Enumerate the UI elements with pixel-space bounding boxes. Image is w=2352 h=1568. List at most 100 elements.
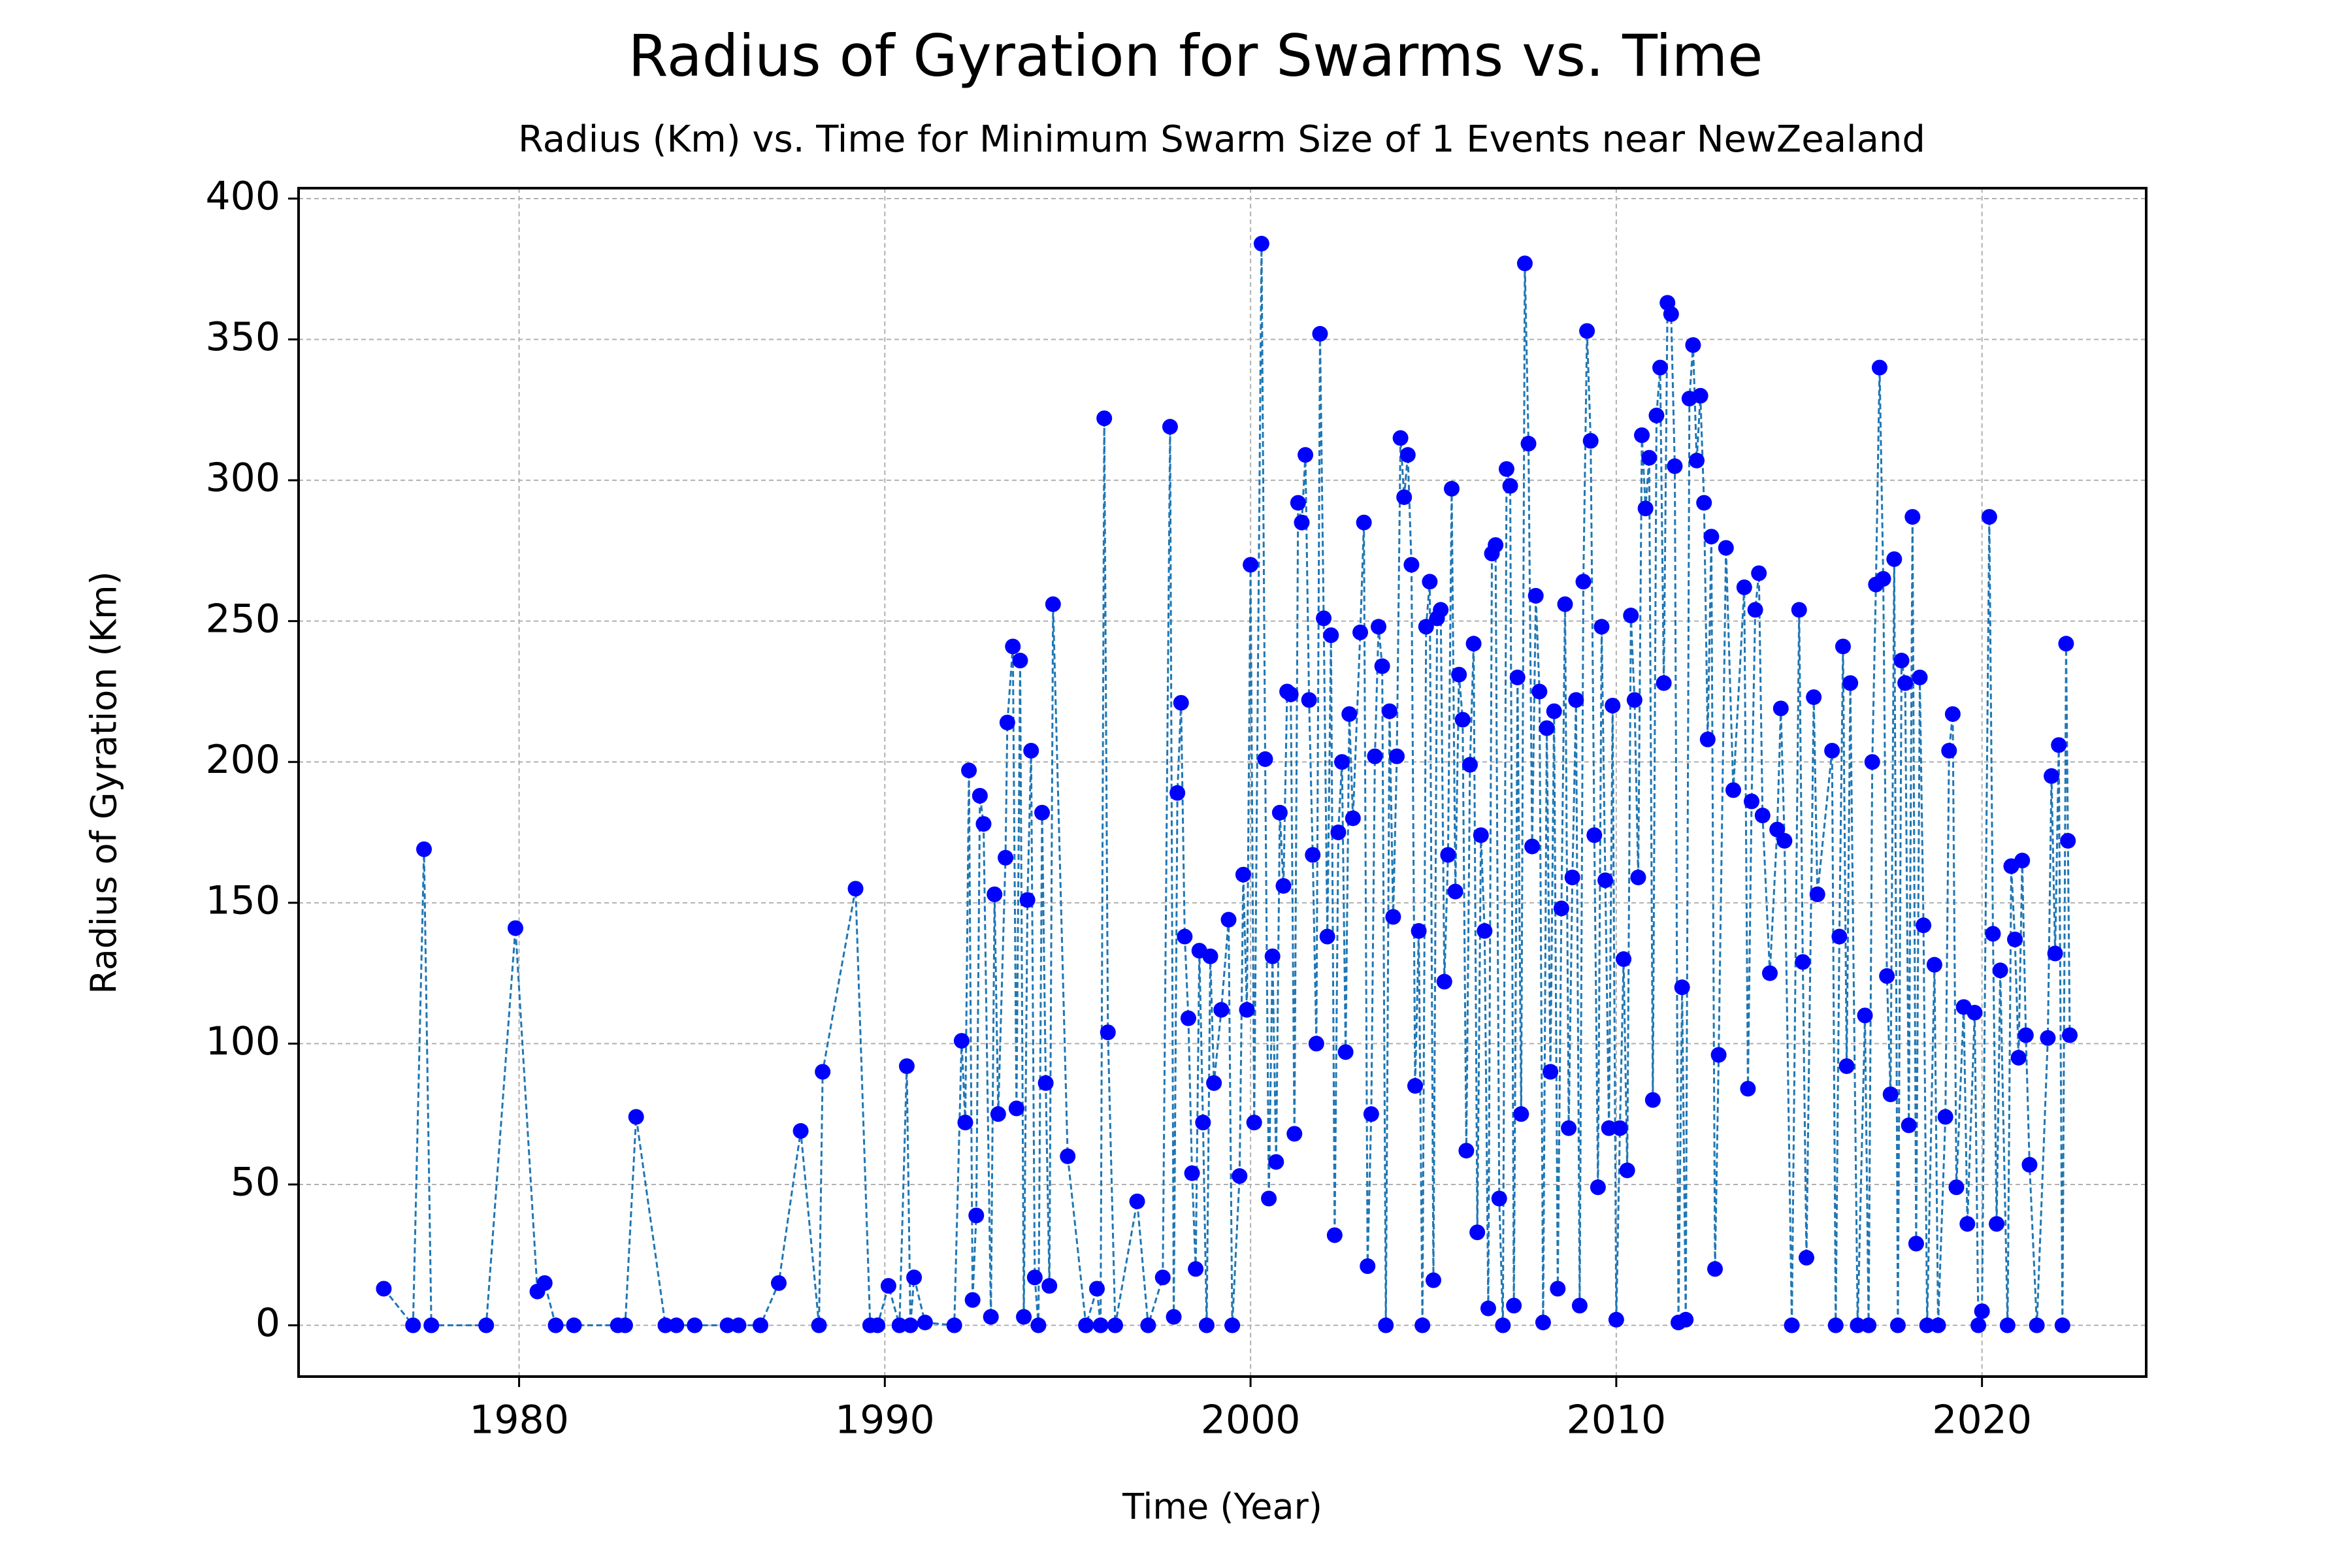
data-point (1806, 689, 1822, 706)
data-point (1502, 478, 1518, 494)
data-point (1316, 610, 1332, 627)
data-point (423, 1317, 440, 1333)
data-point (1392, 430, 1409, 446)
data-point (1699, 731, 1716, 747)
data-point (1674, 979, 1690, 996)
data-point (1177, 928, 1193, 945)
data-point (1546, 703, 1562, 719)
data-point (1582, 433, 1599, 449)
data-point (1381, 703, 1397, 719)
data-point (1363, 1106, 1379, 1122)
data-point (1235, 866, 1251, 883)
data-point (1824, 742, 1840, 759)
data-point (1246, 1115, 1262, 1131)
data-point (1264, 948, 1281, 964)
data-point (405, 1317, 421, 1333)
data-point (1345, 810, 1361, 826)
data-point (687, 1317, 703, 1333)
data-point (1319, 928, 1335, 945)
data-point (1469, 1224, 1486, 1241)
data-point (1586, 827, 1603, 843)
data-point (1166, 1309, 1182, 1325)
data-point (1999, 1317, 2016, 1333)
data-point (1901, 1117, 1917, 1134)
data-point (1944, 706, 1961, 722)
data-point (1491, 1190, 1507, 1207)
data-point (1985, 926, 2001, 942)
data-point (1012, 653, 1028, 669)
data-point (536, 1275, 553, 1291)
data-point (1527, 587, 1544, 604)
data-point (1974, 1303, 1990, 1319)
x-tick-label: 2020 (1932, 1397, 2032, 1443)
data-point (1784, 1317, 1800, 1333)
data-point (1908, 1235, 1924, 1252)
data-point (1850, 1317, 1866, 1333)
data-point (1970, 1317, 1987, 1333)
data-point (1605, 698, 1621, 714)
data-point (906, 1269, 923, 1286)
data-point (1619, 1162, 1635, 1179)
data-point (1553, 900, 1569, 917)
data-point (1798, 1250, 1814, 1266)
data-point (1685, 337, 1701, 353)
data-point (1356, 514, 1372, 531)
data-point (1488, 537, 1504, 553)
y-tick-label: 150 (205, 877, 280, 923)
data-point (1524, 838, 1541, 855)
data-point (815, 1064, 831, 1080)
data-point (719, 1317, 736, 1333)
data-point (1919, 1317, 1935, 1333)
data-point (1396, 489, 1413, 505)
data-point (1443, 481, 1460, 497)
data-point (1707, 1261, 1723, 1277)
data-point (1710, 1047, 1727, 1063)
data-point (1509, 669, 1526, 685)
data-point (1550, 1281, 1566, 1297)
data-point (1597, 872, 1614, 889)
data-point (1641, 449, 1658, 466)
data-point (770, 1275, 787, 1291)
data-point (1893, 653, 1910, 669)
data-point (1286, 1126, 1303, 1142)
data-point (1926, 956, 1942, 973)
data-point (2029, 1317, 2045, 1333)
data-point (1571, 1298, 1588, 1314)
data-point (1703, 529, 1720, 545)
data-point (1740, 1081, 1756, 1097)
y-tick-label: 300 (205, 455, 280, 501)
data-point (1772, 700, 1789, 717)
data-point (1462, 757, 1478, 773)
data-point (2044, 768, 2060, 784)
data-point (628, 1109, 644, 1125)
data-point (972, 787, 988, 804)
data-point (1875, 570, 1891, 587)
data-point (1937, 1109, 1953, 1125)
data-point (1034, 804, 1051, 821)
data-point (2007, 931, 2023, 947)
data-point (1495, 1317, 1511, 1333)
data-point (1290, 495, 1306, 511)
data-point (1008, 1100, 1024, 1117)
data-point (1473, 827, 1489, 843)
data-point (1543, 1064, 1559, 1080)
data-point (1037, 1075, 1054, 1091)
data-point (1861, 1317, 1877, 1333)
data-point (1992, 962, 2008, 979)
plot-frame (297, 187, 2148, 1378)
data-point (1930, 1317, 1946, 1333)
data-point (1623, 608, 1639, 624)
data-point (1100, 1024, 1116, 1041)
y-tick-label: 50 (231, 1160, 280, 1205)
data-point (2017, 1027, 2034, 1043)
data-point (964, 1292, 981, 1308)
data-point (1019, 892, 1036, 908)
data-point (1871, 359, 1887, 376)
data-point (1257, 751, 1273, 767)
data-point (2010, 1049, 2027, 1066)
data-point (1337, 1044, 1354, 1060)
data-point (847, 881, 864, 897)
data-point (1593, 619, 1610, 635)
data-point (811, 1317, 827, 1333)
